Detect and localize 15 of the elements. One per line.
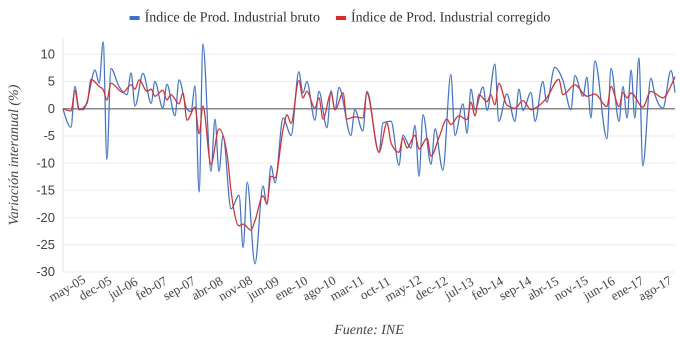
source-note: Fuente: INE — [333, 323, 404, 338]
y-tick-label: -30 — [36, 264, 55, 280]
line-series — [62, 41, 676, 264]
y-tick-label: -25 — [36, 236, 55, 252]
y-tick-label: -15 — [36, 182, 55, 198]
y-tick-label: 5 — [48, 74, 55, 89]
y-tick-label: -20 — [36, 210, 55, 225]
y-tick-label: -10 — [36, 155, 55, 170]
line-series — [62, 76, 676, 231]
legend-label: Índice de Prod. Industrial bruto — [144, 8, 320, 26]
legend-label: Índice de Prod. Industrial corregido — [350, 8, 550, 26]
y-tick-label: 0 — [48, 100, 55, 116]
y-axis-title: Variación interanual (%) — [7, 84, 22, 226]
y-tick-label: 10 — [40, 46, 55, 62]
y-tick-label: -5 — [43, 128, 55, 144]
